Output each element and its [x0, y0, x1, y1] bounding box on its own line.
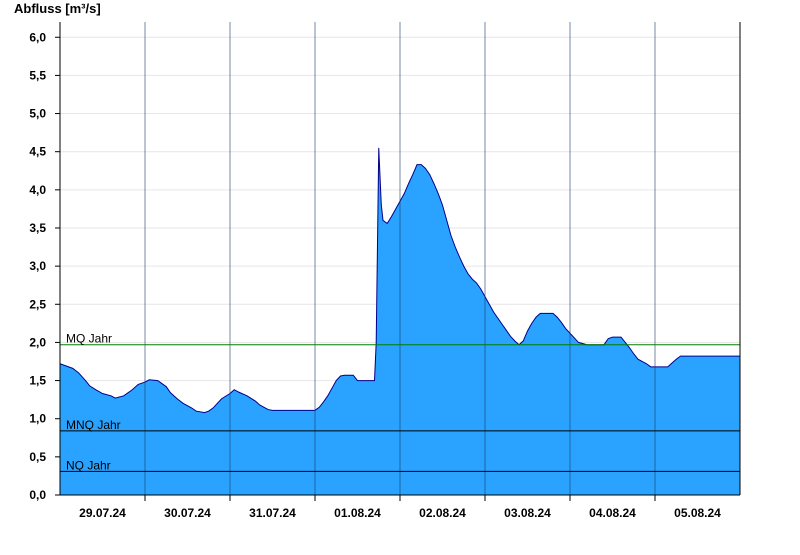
y-tick-label-8: 4,0 [29, 183, 46, 197]
y-tick-label-3: 1,5 [29, 374, 46, 388]
y-tick-label-12: 6,0 [29, 30, 46, 44]
reference-lines: MQ Jahr MNQ Jahr NQ Jahr [60, 332, 740, 472]
reference-label-0: MQ Jahr [66, 332, 112, 346]
y-tick-label-4: 2,0 [29, 335, 46, 349]
y-tick-label-1: 0,5 [29, 450, 46, 464]
y-tick-label-5: 2,5 [29, 297, 46, 311]
y-tick-label-2: 1,0 [29, 412, 46, 426]
y-tick-label-10: 5,0 [29, 107, 46, 121]
y-tick-labels: 0,0 0,5 1,0 1,5 2,0 2,5 3,0 3,5 4,0 4,5 5,0 5,5 6,0 [29, 30, 46, 502]
axes [55, 22, 741, 501]
x-tick-label-6: 04.08.24 [589, 506, 636, 520]
reference-label-2: NQ Jahr [66, 458, 111, 472]
x-tick-labels: 29.07.24 30.07.24 31.07.24 01.08.24 02.08.24… [79, 506, 721, 520]
y-tick-label-0: 0,0 [29, 488, 46, 502]
y-tick-label-9: 4,5 [29, 145, 46, 159]
y-axis-title: Abfluss [m³/s] [14, 1, 101, 16]
series-line [59, 147, 740, 414]
x-tick-label-4: 02.08.24 [419, 506, 466, 520]
x-tick-label-2: 31.07.24 [249, 506, 296, 520]
reference-label-1: MNQ Jahr [66, 418, 121, 432]
x-tick-label-7: 05.08.24 [674, 506, 721, 520]
x-tick-label-0: 29.07.24 [79, 506, 126, 520]
y-tick-label-6: 3,0 [29, 259, 46, 273]
y-tick-label-11: 5,5 [29, 68, 46, 82]
y-tick-label-7: 3,5 [29, 221, 46, 235]
day-separators [144, 22, 656, 495]
x-tick-label-5: 03.08.24 [504, 506, 551, 520]
x-tick-label-1: 30.07.24 [164, 506, 211, 520]
x-tick-label-3: 01.08.24 [334, 506, 381, 520]
